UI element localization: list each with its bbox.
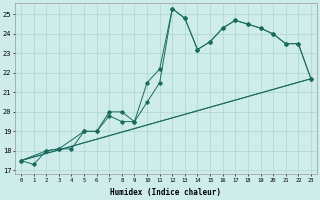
X-axis label: Humidex (Indice chaleur): Humidex (Indice chaleur): [110, 188, 221, 197]
